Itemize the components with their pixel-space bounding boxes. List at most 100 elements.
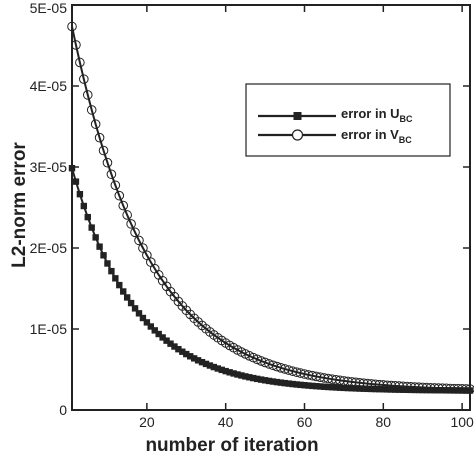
data-point [407,386,415,394]
data-point [303,370,314,380]
legend-sample-marker [293,112,302,120]
data-point [382,380,393,391]
data-point [305,382,312,389]
data-point [285,380,292,387]
data-point [246,374,253,381]
data-point [114,190,125,201]
data-point [323,373,333,384]
data-point [210,363,218,371]
data-point [297,381,304,389]
data-point [324,383,332,391]
data-point [421,382,432,393]
data-point [250,374,257,382]
data-point [425,382,436,393]
data-point [406,382,416,392]
data-point [75,57,85,68]
legend-sample-marker [291,129,304,141]
data-point [335,375,345,386]
data-point [390,381,400,391]
data-layer [67,21,474,394]
series-0 [68,165,474,394]
data-point [417,382,428,393]
data-point [360,385,367,392]
data-point [86,105,97,115]
data-point [96,243,103,250]
data-point [336,384,344,391]
data-point [190,355,198,362]
data-point [171,343,178,350]
data-point [386,380,396,391]
data-point [354,377,365,388]
data-point [378,380,389,390]
data-point [123,294,131,301]
y-tick-label: 5E-05 [30,0,68,16]
x-axis-label: number of iteration [145,435,318,454]
data-point [350,377,361,388]
data-point [410,382,420,392]
data-point [122,210,132,220]
legend-label-u-name: error in U [341,106,400,121]
data-point [368,385,375,393]
data-point [281,379,288,387]
data-point [269,378,277,385]
data-point [273,378,281,386]
data-point [155,330,162,338]
data-point [429,383,440,393]
data-point [328,384,336,391]
data-point [98,145,109,156]
data-point [399,386,407,393]
data-point [254,375,261,383]
data-point [453,383,463,394]
data-point [112,275,119,282]
data-point [187,353,194,360]
data-point [402,381,412,392]
data-point [206,362,214,369]
data-point [194,357,202,364]
data-point [352,385,359,392]
data-point [104,260,111,267]
legend-label-v-name: error in V [341,127,399,142]
data-point [183,350,190,358]
data-point [106,169,117,180]
data-point [116,281,123,289]
data-point [313,382,320,390]
data-point [411,386,419,394]
data-point [100,252,107,259]
data-point [72,178,80,185]
data-point [315,372,326,382]
x-tick-label: 60 [297,414,313,430]
data-point [356,385,363,392]
data-point [143,319,151,326]
data-point [391,386,399,393]
data-point [138,243,148,253]
data-point [79,74,89,84]
data-point [127,299,135,307]
legend-label-u: error in UBC [341,106,413,124]
data-point [449,383,460,394]
data-point [403,386,411,394]
data-point [134,235,144,246]
series-line [71,26,471,391]
y-tick-label: 0 [59,402,67,418]
data-point [102,157,113,168]
data-point [346,377,357,387]
data-point [366,379,377,389]
data-point [301,382,308,389]
data-point [289,380,296,388]
data-point [214,365,222,372]
data-point [395,386,403,393]
data-point [108,267,115,275]
data-point [151,327,158,334]
data-point [320,383,328,390]
data-point [175,346,182,353]
data-point [218,366,225,374]
y-ticks: 0 1E-05 2E-05 3E-05 4E-05 5E-05 [30,0,470,418]
y-tick-label: 3E-05 [30,159,68,175]
data-point [163,337,170,344]
data-point [222,367,229,375]
data-point [433,383,444,393]
data-point [340,384,348,392]
data-point [82,90,93,100]
x-tick-label: 100 [450,414,474,430]
